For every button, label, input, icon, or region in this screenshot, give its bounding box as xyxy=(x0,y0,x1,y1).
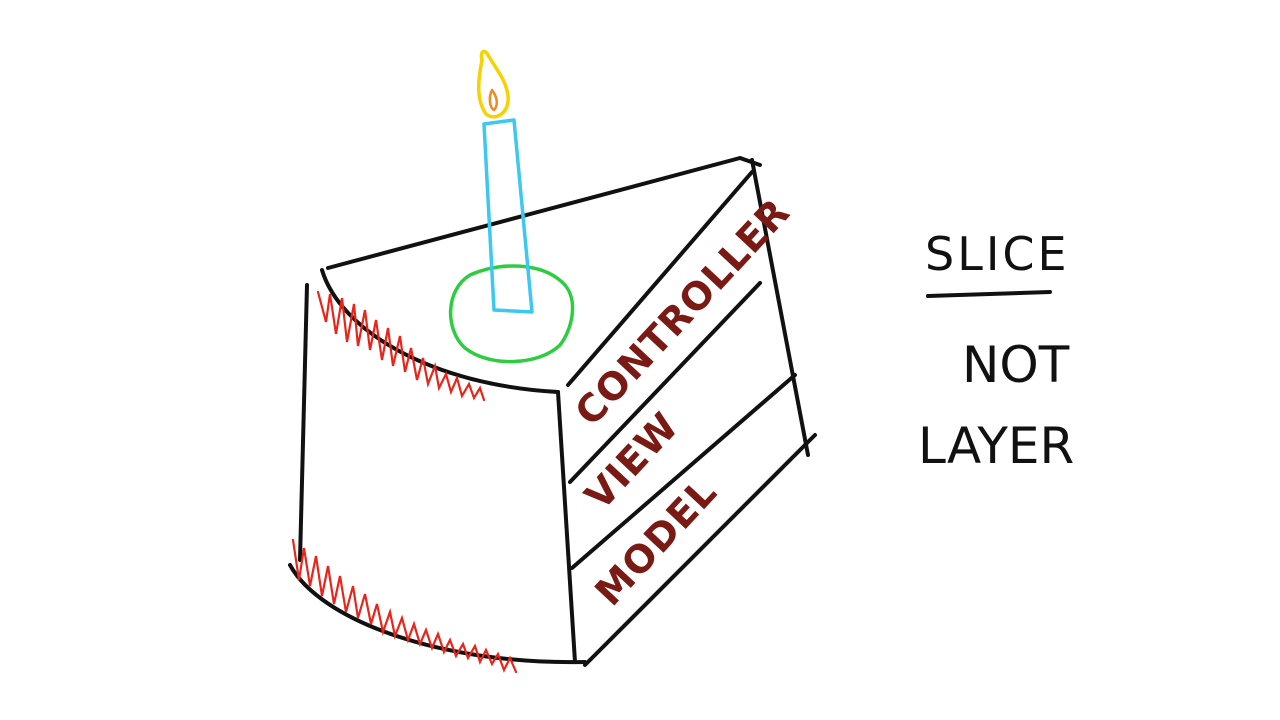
layer-divider-2 xyxy=(570,373,797,570)
caption-underline xyxy=(926,290,1052,298)
cake-side-top-edge xyxy=(566,170,754,387)
caption: SLICE NOT LAYER xyxy=(918,227,1074,475)
candle xyxy=(482,118,534,314)
frosting-top xyxy=(316,290,486,402)
cake-front-edge xyxy=(556,390,577,664)
cake-left-edge xyxy=(298,283,309,562)
caption-line-3: LAYER xyxy=(918,417,1074,475)
cake-top-arc xyxy=(320,268,560,394)
caption-line-1: SLICE xyxy=(925,227,1070,281)
cake-top-left-edge xyxy=(326,156,742,270)
cake-side-bottom-edge xyxy=(583,433,817,667)
layer-divider-1 xyxy=(568,281,762,484)
cake-top-corner xyxy=(738,156,762,167)
wax-pool xyxy=(448,264,575,364)
layer-label-controller: CONTROLLER xyxy=(566,190,798,434)
cake-bottom-arc xyxy=(288,563,587,665)
frosting-bottom xyxy=(291,538,518,674)
cake-back-edge xyxy=(750,158,810,457)
flame-icon xyxy=(477,49,510,119)
caption-line-2: NOT xyxy=(962,336,1070,394)
